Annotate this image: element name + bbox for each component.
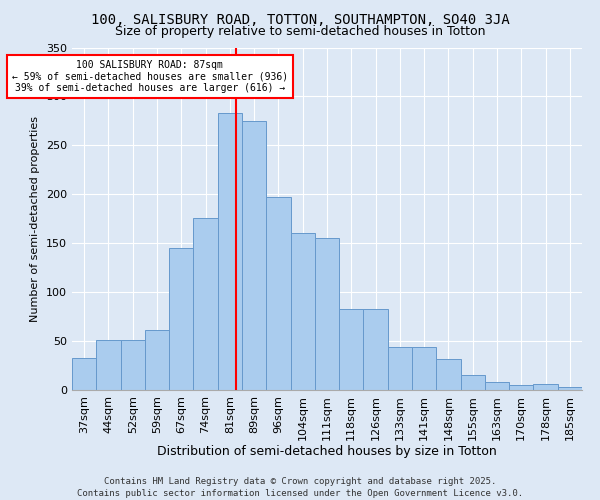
Bar [96,340,121,390]
Bar [242,121,266,390]
Bar [169,248,193,390]
Bar [436,358,461,390]
Bar [412,347,436,390]
Bar [193,218,218,390]
Bar [558,387,582,390]
Bar [266,197,290,390]
Bar [533,384,558,390]
Bar [315,238,339,390]
Bar [461,376,485,390]
Bar [388,347,412,390]
Text: 100 SALISBURY ROAD: 87sqm
← 59% of semi-detached houses are smaller (936)
39% of: 100 SALISBURY ROAD: 87sqm ← 59% of semi-… [11,60,288,94]
Bar [218,113,242,390]
Text: 100, SALISBURY ROAD, TOTTON, SOUTHAMPTON, SO40 3JA: 100, SALISBURY ROAD, TOTTON, SOUTHAMPTON… [91,12,509,26]
Bar [364,309,388,390]
Bar [509,385,533,390]
Text: Contains HM Land Registry data © Crown copyright and database right 2025.
Contai: Contains HM Land Registry data © Crown c… [77,476,523,498]
Y-axis label: Number of semi-detached properties: Number of semi-detached properties [31,116,40,322]
Bar [339,309,364,390]
Bar [485,382,509,390]
Bar [121,340,145,390]
X-axis label: Distribution of semi-detached houses by size in Totton: Distribution of semi-detached houses by … [157,446,497,458]
Bar [145,330,169,390]
Text: Size of property relative to semi-detached houses in Totton: Size of property relative to semi-detach… [115,25,485,38]
Bar [290,234,315,390]
Bar [72,358,96,390]
